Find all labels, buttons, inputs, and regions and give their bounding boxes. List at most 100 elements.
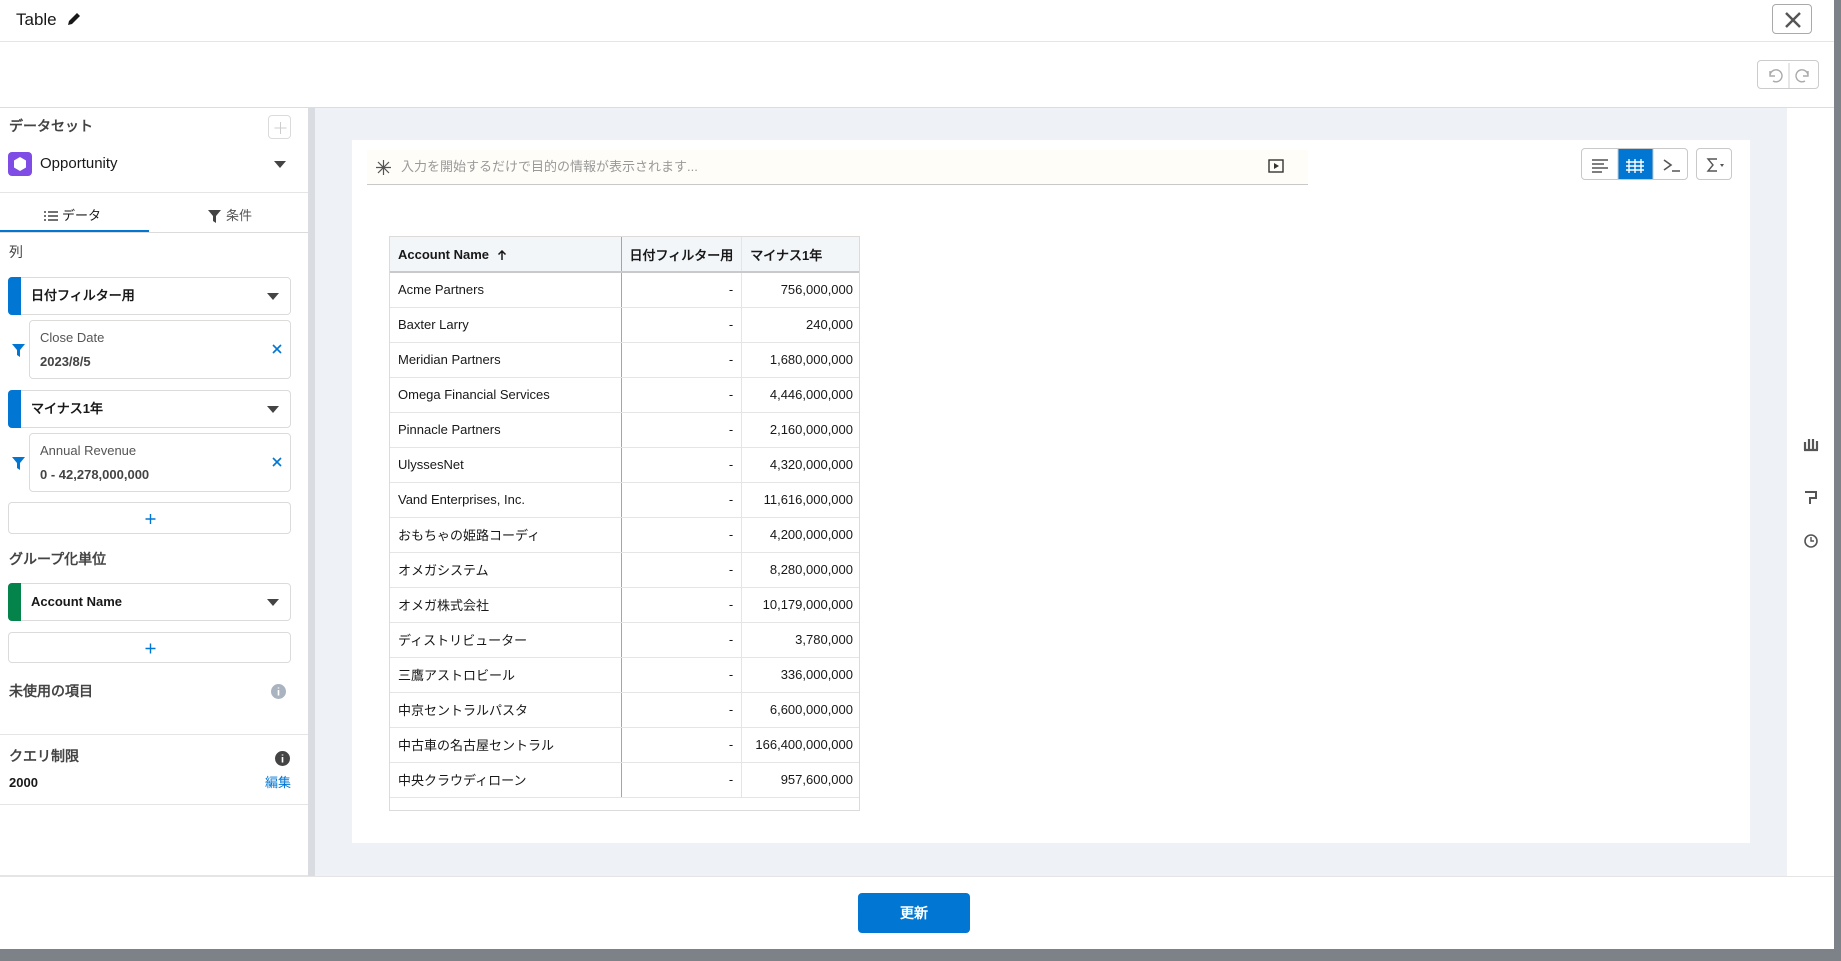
table: Account Name 日付フィルター用 マイナス1年 Acme Partners -… (390, 237, 859, 798)
search-placeholder: 入力を開始するだけで目的の情報が表示されます... (401, 159, 698, 174)
edit-link[interactable]: 編集 (264, 775, 291, 790)
filter-icon (12, 457, 25, 470)
play-icon[interactable] (1268, 159, 1284, 173)
update-button[interactable]: 更新 (858, 893, 970, 933)
table-cell: - (621, 622, 743, 658)
column-header[interactable]: マイナス1年 (741, 237, 859, 273)
table-cell: - (621, 517, 743, 553)
table-cell: - (621, 377, 743, 413)
table-cell: - (621, 272, 743, 308)
filter-value: 0 - 42,278,000,000 (40, 467, 150, 482)
table-cell: 4,320,000,000 (741, 447, 859, 483)
view-toggle[interactable] (1581, 148, 1688, 180)
table-cell: UlyssesNet (390, 447, 622, 483)
scrollbar[interactable] (308, 108, 315, 876)
table-cell: オメガ株式会社 (390, 587, 622, 623)
table-cell: - (621, 587, 743, 623)
group-caret[interactable] (267, 599, 279, 606)
table-cell: 166,400,000,000 (741, 727, 859, 763)
column-header[interactable]: Account Name (390, 237, 622, 273)
table-cell: - (621, 342, 743, 378)
table-row: 中京セントラルパスタ -6,600,000,000 (390, 692, 859, 728)
drag-handle[interactable] (8, 583, 21, 621)
close-button[interactable] (1772, 4, 1812, 34)
dataset-caret[interactable] (274, 161, 286, 168)
info-icon[interactable] (275, 751, 290, 766)
table-cell: Vand Enterprises, Inc. (390, 482, 622, 518)
table-row: Vand Enterprises, Inc. -11,616,000,000 (390, 482, 859, 518)
table-cell: 1,680,000,000 (741, 342, 859, 378)
table-cell: - (621, 552, 743, 588)
aggregate-menu[interactable] (1696, 148, 1732, 180)
dataset-name[interactable]: Opportunity (40, 155, 118, 172)
table-cell: 三鷹アストロビール (390, 657, 622, 693)
table-cell: 957,600,000 (741, 762, 859, 798)
table-cell: 中京セントラルパスタ (390, 692, 622, 728)
filter-icon (12, 344, 25, 357)
divider (0, 192, 308, 193)
remove-filter[interactable] (272, 344, 282, 354)
table-cell: - (621, 657, 743, 693)
filter-field: Close Date (40, 330, 105, 345)
group-name: Account Name (31, 594, 123, 609)
dataset-icon (8, 152, 32, 176)
table-cell: 中央クラウディローン (390, 762, 622, 798)
table-cell: Acme Partners (390, 272, 622, 308)
filter-value: 2023/8/5 (40, 354, 91, 369)
remove-filter[interactable] (272, 457, 282, 467)
info-icon[interactable] (271, 684, 286, 699)
side-icons[interactable] (1803, 436, 1819, 556)
search-bar[interactable] (367, 150, 1308, 185)
edit-icon[interactable] (66, 11, 82, 27)
column-caret[interactable] (267, 406, 279, 413)
column-header-text: 日付フィルター用 (629, 247, 734, 263)
table-cell: 2,160,000,000 (741, 412, 859, 448)
table-cell: - (621, 447, 743, 483)
tab-data[interactable]: データ (62, 208, 102, 223)
table-cell: 240,000 (741, 307, 859, 343)
table-cell: Omega Financial Services (390, 377, 622, 413)
table-cell: 4,200,000,000 (741, 517, 859, 553)
table-row: Acme Partners -756,000,000 (390, 272, 859, 308)
column-name: 日付フィルター用 (31, 288, 135, 303)
divider (0, 876, 1834, 877)
table-row: 中央クラウディローン -957,600,000 (390, 762, 859, 798)
column-card[interactable] (8, 390, 291, 428)
undo-redo[interactable] (1757, 60, 1819, 89)
table-row: 中古車の名古屋セントラル -166,400,000,000 (390, 727, 859, 763)
query-limit: 2000 (9, 775, 38, 790)
column-card[interactable] (8, 277, 291, 315)
sort-icon[interactable] (497, 249, 507, 261)
drag-handle[interactable] (8, 390, 21, 428)
sparkle-icon (376, 160, 391, 175)
column-header[interactable]: 日付フィルター用 (621, 237, 743, 273)
drag-handle[interactable] (8, 277, 21, 315)
table-cell: 3,780,000 (741, 622, 859, 658)
add-column[interactable] (8, 502, 291, 534)
table-cell: 4,446,000,000 (741, 377, 859, 413)
divider (0, 232, 308, 233)
table-cell: Baxter Larry (390, 307, 622, 343)
table-cell: - (621, 482, 743, 518)
table-cell: Meridian Partners (390, 342, 622, 378)
table-cell: - (621, 412, 743, 448)
table-row: Baxter Larry -240,000 (390, 307, 859, 343)
table-cell: - (621, 307, 743, 343)
column-header-text: Account Name (398, 246, 490, 262)
filter-icon (208, 210, 221, 223)
table-row: ディストリビューター -3,780,000 (390, 622, 859, 658)
filter-card[interactable] (29, 433, 291, 492)
table-cell: 8,280,000,000 (741, 552, 859, 588)
table-cell: - (621, 692, 743, 728)
add-group[interactable] (8, 632, 291, 663)
tab-conditions[interactable]: 条件 (226, 208, 253, 223)
group-card[interactable] (8, 583, 291, 621)
table-cell: 6,600,000,000 (741, 692, 859, 728)
column-caret[interactable] (267, 293, 279, 300)
add-dataset[interactable] (268, 115, 291, 139)
table-row: Meridian Partners -1,680,000,000 (390, 342, 859, 378)
filter-card[interactable] (29, 320, 291, 379)
table-cell: 11,616,000,000 (741, 482, 859, 518)
